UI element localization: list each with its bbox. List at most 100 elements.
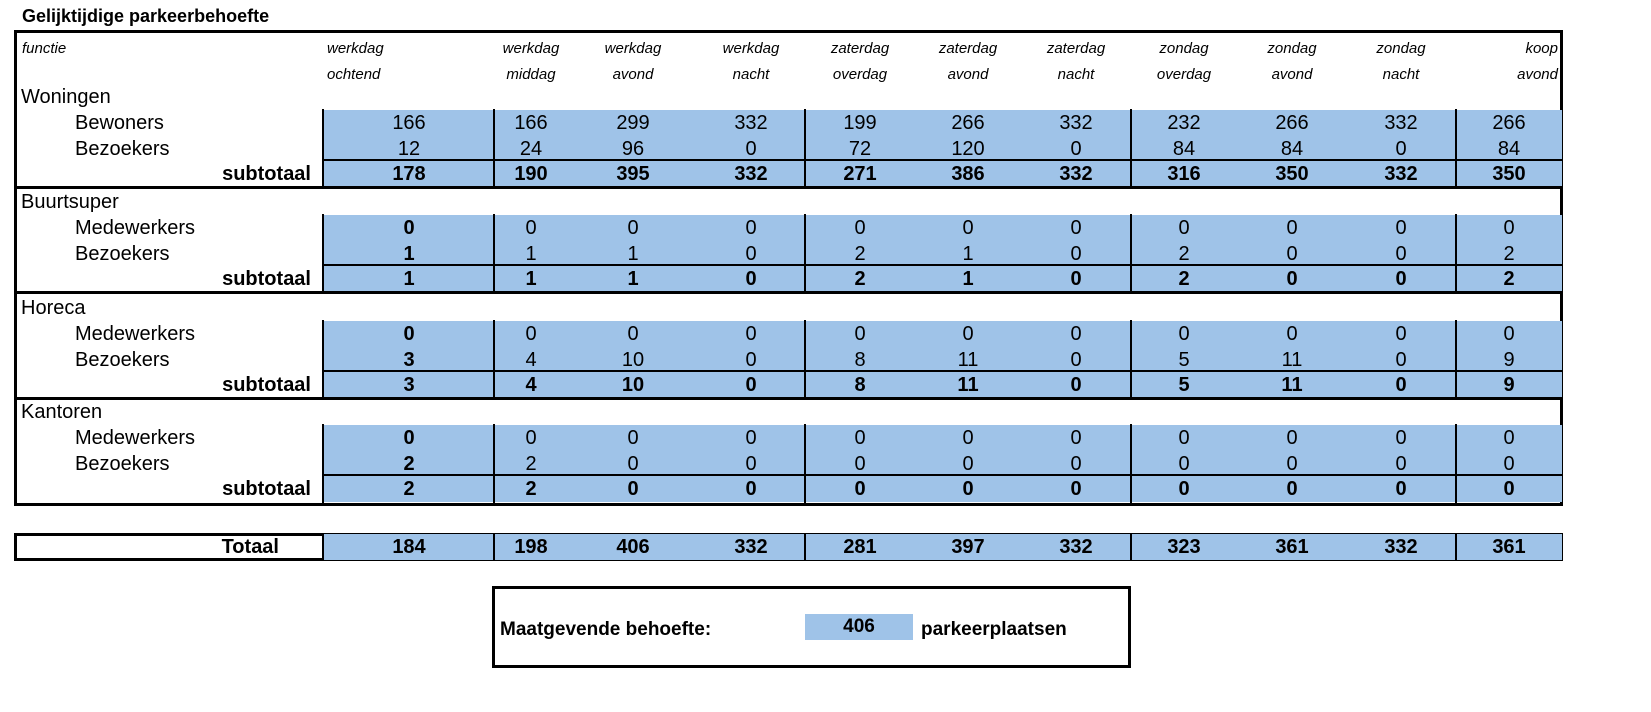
data-row-value: 0 — [1178, 217, 1190, 239]
data-row-fill — [912, 425, 1021, 451]
summary-label: Maatgevende behoefte: — [500, 619, 712, 640]
subtotal-row-value: 316 — [1167, 163, 1201, 185]
subtotal-row-label: subtotaal — [222, 374, 311, 396]
subtotal-row-value: 0 — [745, 478, 757, 500]
data-row-fill — [323, 451, 493, 477]
data-row-value: 0 — [403, 217, 415, 239]
block-divider — [1130, 424, 1132, 503]
subtotal-row-fill — [580, 161, 688, 187]
subtotal-row-fill — [1455, 161, 1562, 187]
header-col-10-line2: avond — [1517, 66, 1558, 83]
data-row-fill — [1455, 215, 1562, 241]
data-row-value: 0 — [1286, 427, 1298, 449]
data-row-value: 1 — [403, 243, 415, 265]
section-name: Kantoren — [21, 401, 103, 423]
subtotal-row-value: 386 — [951, 163, 985, 185]
total-fill — [804, 534, 912, 560]
data-row-value: 199 — [843, 112, 877, 134]
data-row-fill — [688, 425, 804, 451]
data-row-value: 0 — [1395, 243, 1407, 265]
data-row-fill — [1021, 451, 1130, 477]
subtotal-row-fill — [1021, 476, 1130, 502]
total-value: 397 — [951, 536, 985, 558]
subtotal-row-fill — [1130, 372, 1238, 398]
data-row-fill — [1238, 321, 1346, 347]
header-col-3-line2: nacht — [732, 66, 770, 83]
subtotal-divider — [323, 370, 1562, 372]
data-row-value: 0 — [1070, 243, 1082, 265]
data-row-value: 266 — [1275, 112, 1309, 134]
subtotal-row-fill — [493, 476, 580, 502]
data-row-value: 0 — [1395, 217, 1407, 239]
subtotal-row-fill — [580, 266, 688, 292]
data-row-value: 0 — [403, 427, 415, 449]
data-row-fill — [1455, 451, 1562, 477]
subtotal-row-value: 1 — [525, 268, 537, 290]
header-col-0-line2: ochtend — [327, 66, 381, 83]
subtotal-row-label: subtotaal — [222, 478, 311, 500]
data-row-value: 11 — [957, 349, 979, 371]
section-name: Woningen — [21, 86, 111, 108]
total-value: 323 — [1167, 536, 1201, 558]
subtotal-row-fill — [1238, 372, 1346, 398]
data-row-value: 0 — [525, 217, 537, 239]
subtotal-row-fill — [1021, 266, 1130, 292]
data-row-value: 0 — [1286, 323, 1298, 345]
subtotal-row-value: 332 — [1384, 163, 1418, 185]
total-fill — [493, 534, 580, 560]
subtotal-row-value: 0 — [962, 478, 974, 500]
data-row-value: 8 — [854, 349, 866, 371]
data-row-value: 299 — [616, 112, 650, 134]
subtotal-divider — [323, 264, 1562, 266]
total-value: 198 — [514, 536, 548, 558]
subtotal-row-value: 4 — [525, 374, 537, 396]
header-col-6-line2: nacht — [1057, 66, 1095, 83]
data-row-label: Bezoekers — [75, 243, 170, 265]
total-value: 361 — [1275, 536, 1309, 558]
subtotal-row-value: 0 — [1070, 478, 1082, 500]
data-row-value: 120 — [951, 138, 985, 160]
header-function-label: functie — [22, 40, 67, 57]
data-row-label: Bezoekers — [75, 453, 170, 475]
subtotal-divider — [323, 474, 1562, 476]
total-fill — [580, 534, 688, 560]
data-row-value: 266 — [1492, 112, 1526, 134]
data-row-value: 84 — [1172, 138, 1196, 160]
subtotal-row-value: 11 — [1281, 374, 1303, 396]
summary-value: 406 — [805, 614, 913, 640]
data-row-fill — [912, 215, 1021, 241]
subtotal-row-fill — [1130, 161, 1238, 187]
subtotal-row-value: 350 — [1275, 163, 1309, 185]
data-row-fill — [323, 241, 493, 267]
block-divider — [493, 424, 495, 503]
data-row-fill — [323, 347, 493, 373]
subtotal-row-value: 190 — [514, 163, 548, 185]
subtotal-row-value: 0 — [745, 268, 757, 290]
data-row-value: 2 — [854, 243, 866, 265]
subtotal-row-fill — [912, 372, 1021, 398]
block-divider — [322, 424, 324, 503]
header-col-5-line2: avond — [947, 66, 989, 83]
subtotal-row-label: subtotaal — [222, 163, 311, 185]
data-row-value: 0 — [1178, 323, 1190, 345]
data-row-fill — [1346, 136, 1455, 162]
data-row-value: 0 — [1395, 427, 1407, 449]
data-row-fill — [804, 241, 912, 267]
total-label: Totaal — [221, 536, 279, 558]
data-row-fill — [580, 425, 688, 451]
subtotal-row-value: 0 — [745, 374, 757, 396]
subtotal-row-value: 2 — [1503, 268, 1515, 290]
subtotal-row-value: 2 — [1178, 268, 1190, 290]
data-row-fill — [688, 347, 804, 373]
total-value: 406 — [616, 536, 650, 558]
data-row-value: 0 — [745, 453, 757, 475]
data-row-fill — [493, 215, 580, 241]
data-row-value: 24 — [519, 138, 543, 160]
subtotal-row-fill — [912, 266, 1021, 292]
subtotal-row-value: 11 — [957, 374, 979, 396]
data-row-value: 12 — [397, 138, 421, 160]
data-row-fill — [1130, 347, 1238, 373]
data-row-value: 96 — [621, 138, 645, 160]
header-col-10-line1: koop — [1525, 40, 1558, 57]
data-row-fill — [804, 451, 912, 477]
